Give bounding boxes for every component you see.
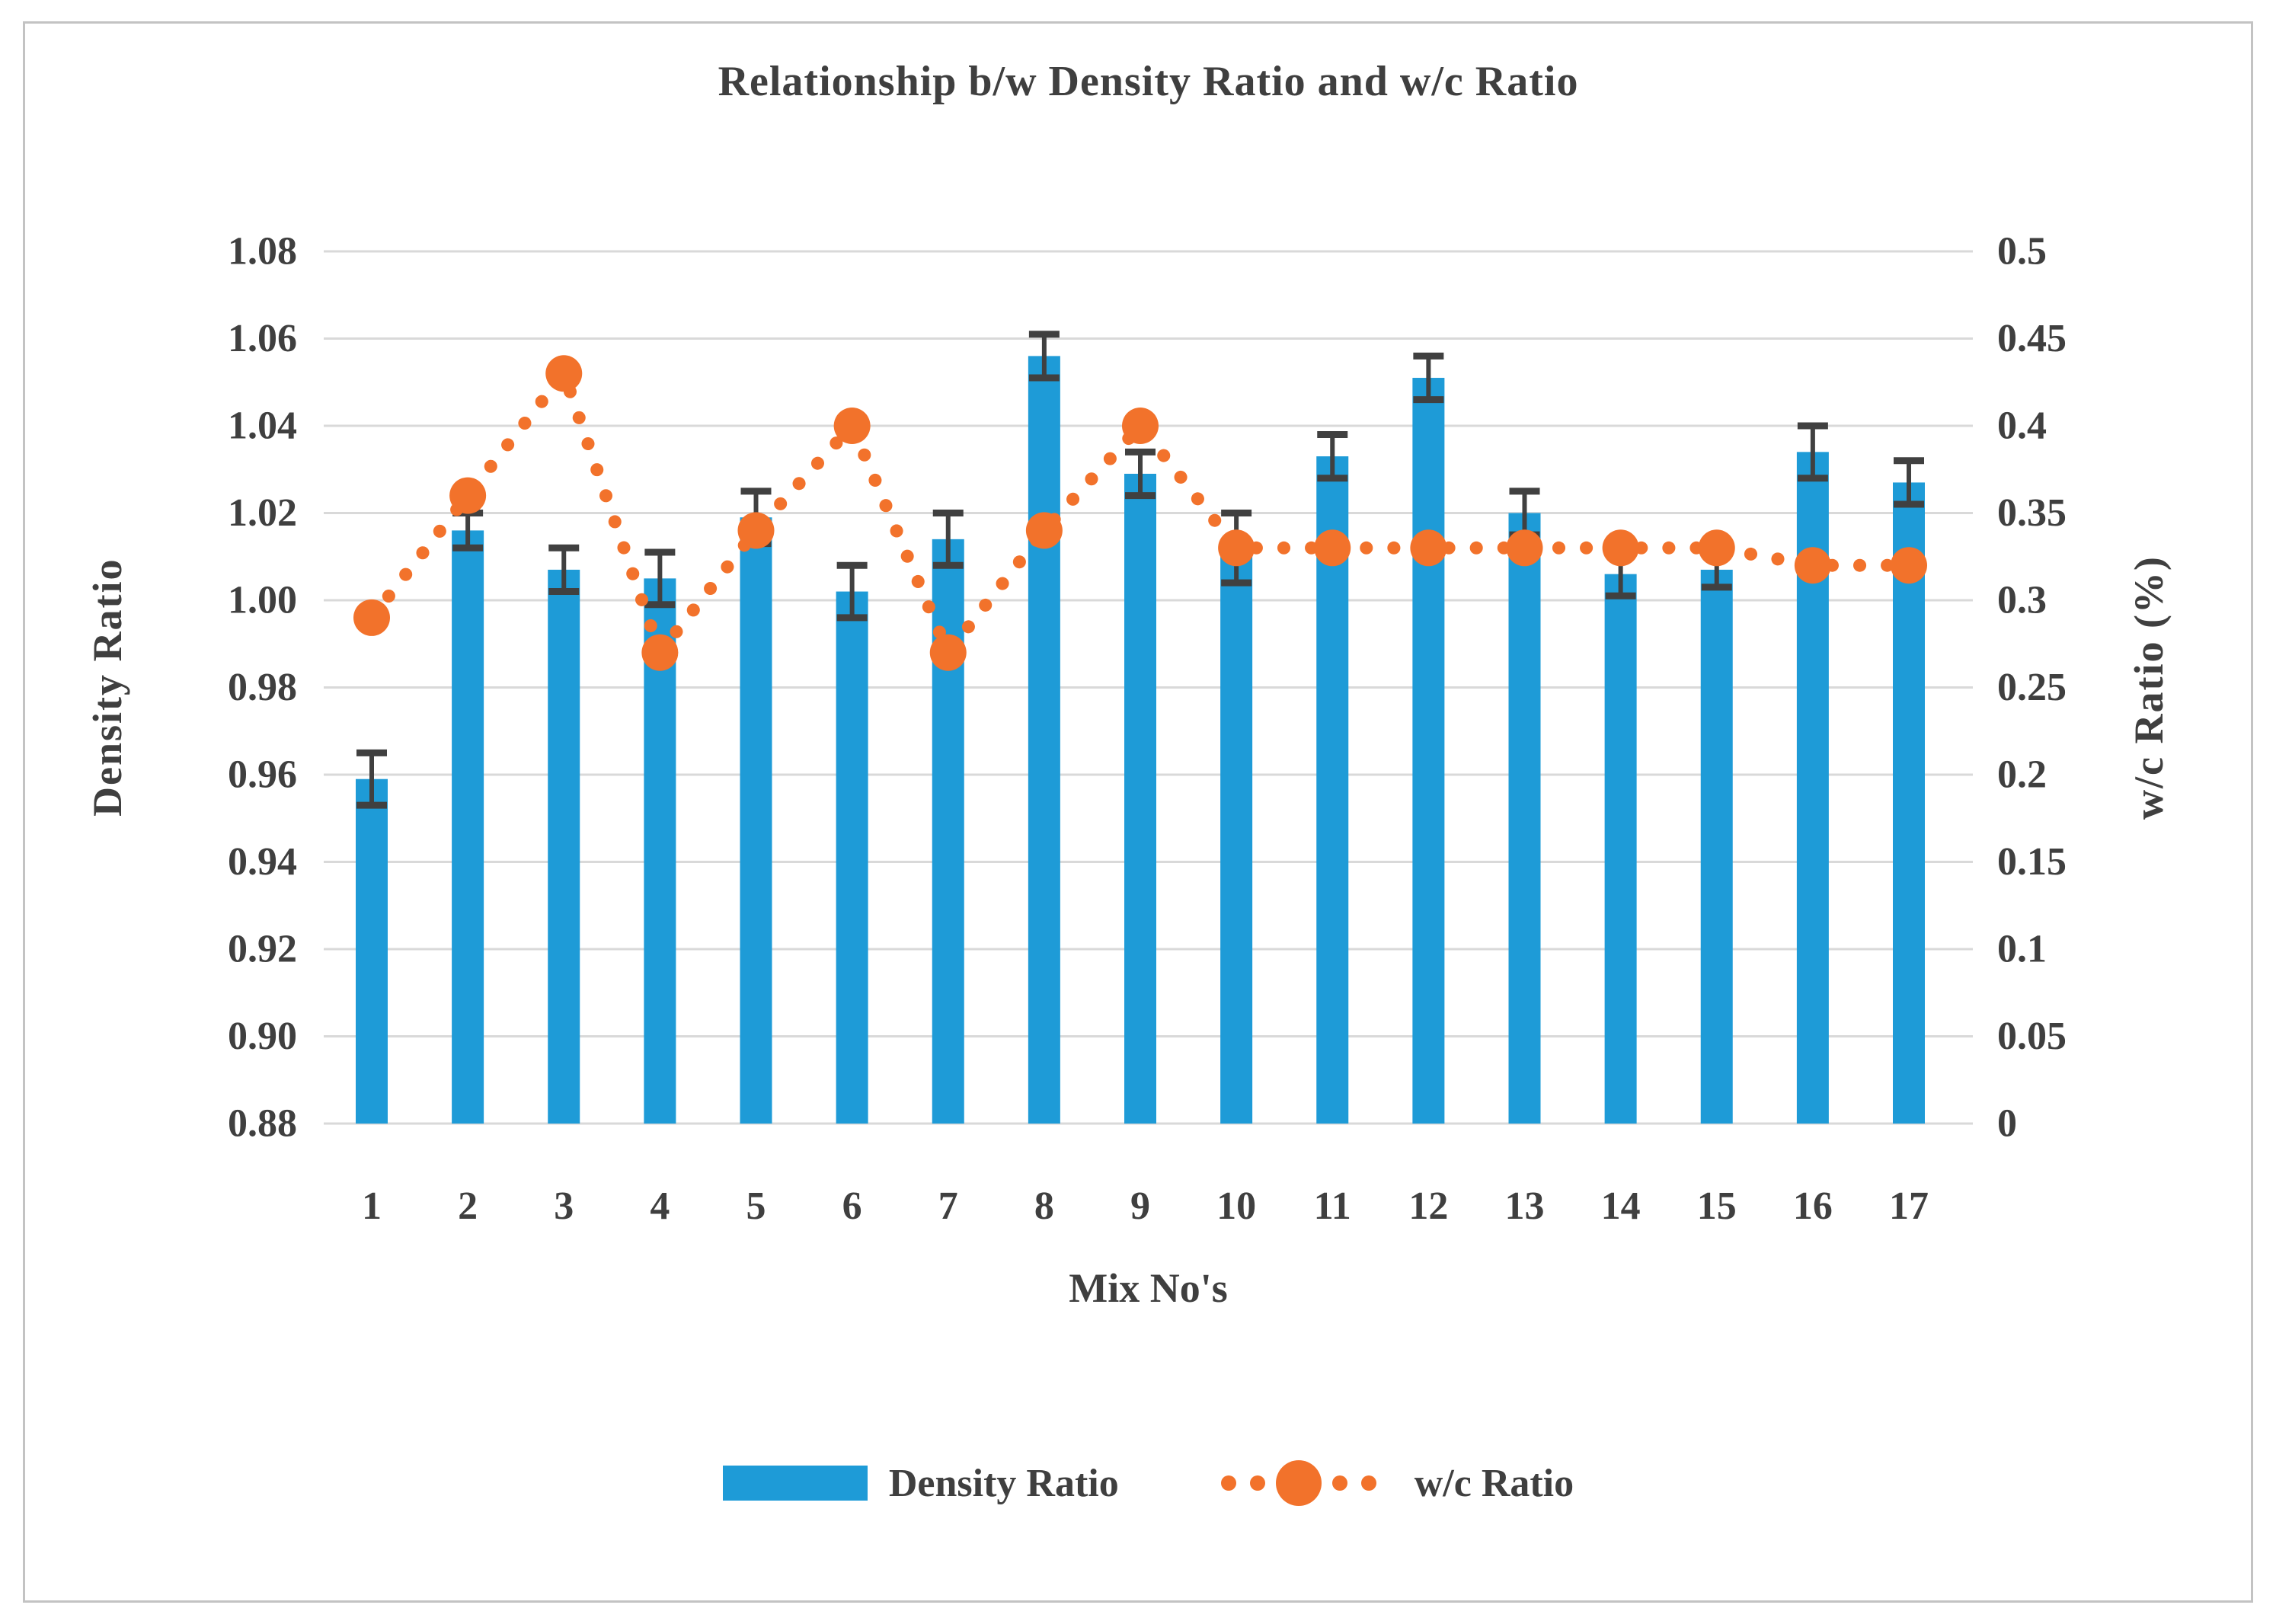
error-bar-mix-12 <box>1413 352 1444 404</box>
right-axis-tick-label: 0.35 <box>1997 491 2067 535</box>
legend-line-dot <box>1275 1460 1322 1506</box>
legend-item-density-ratio: Density Ratio <box>722 1461 1119 1506</box>
wc-point-mix-15 <box>1698 529 1735 567</box>
right-axis-tick-label: 0.2 <box>1997 753 2047 797</box>
x-axis-label-16: 16 <box>1793 1184 1833 1228</box>
left-axis-tick-label: 1.04 <box>228 404 297 448</box>
x-axis-label-14: 14 <box>1601 1184 1641 1228</box>
right-axis-tick-label: 0 <box>1997 1102 2017 1146</box>
right-axis-tick-label: 0.5 <box>1997 230 2047 273</box>
error-bar-mix-3 <box>548 544 580 596</box>
legend-line-dot <box>1249 1475 1265 1491</box>
wc-point-mix-9 <box>1122 408 1159 444</box>
wc-point-mix-5 <box>737 512 775 549</box>
bar-mix-17 <box>1893 482 1925 1124</box>
bar-mix-13 <box>1508 513 1541 1124</box>
x-axis-label-7: 7 <box>938 1184 958 1228</box>
legend-line-dot <box>1220 1475 1236 1491</box>
right-axis-title: w/c Ratio (%) <box>2126 555 2172 820</box>
x-axis-label-13: 13 <box>1505 1184 1545 1228</box>
bar-mix-1 <box>356 778 388 1124</box>
wc-point-mix-14 <box>1602 529 1639 567</box>
bar-mix-8 <box>1028 356 1060 1124</box>
error-bar-mix-9 <box>1125 448 1156 500</box>
bar-mix-14 <box>1604 574 1637 1124</box>
wc-point-mix-12 <box>1410 529 1447 567</box>
error-bar-mix-16 <box>1797 422 1828 482</box>
left-axis-tick-label: 0.94 <box>228 840 297 884</box>
x-axis-label-2: 2 <box>458 1184 478 1228</box>
right-axis-tick-label: 0.05 <box>1997 1015 2067 1058</box>
bar-mix-15 <box>1700 569 1733 1124</box>
left-axis-tick-label: 0.96 <box>228 753 297 797</box>
wc-point-mix-6 <box>833 408 871 444</box>
left-axis-tick-label: 1.02 <box>228 491 297 535</box>
error-bar-mix-17 <box>1894 457 1924 508</box>
wc-point-mix-2 <box>449 477 487 514</box>
legend-line-dot <box>1360 1475 1376 1491</box>
wc-point-mix-7 <box>929 634 967 671</box>
bar-mix-9 <box>1124 473 1156 1124</box>
bar-mix-10 <box>1220 548 1253 1124</box>
wc-point-mix-17 <box>1891 547 1927 584</box>
left-axis-tick-label: 1.06 <box>228 317 297 360</box>
bar-mix-5 <box>740 517 772 1124</box>
x-axis-label-17: 17 <box>1889 1184 1929 1228</box>
x-axis-label-10: 10 <box>1216 1184 1256 1228</box>
bar-mix-6 <box>836 591 868 1124</box>
legend-label-density-ratio: Density Ratio <box>888 1461 1119 1505</box>
wc-point-mix-10 <box>1218 529 1255 567</box>
bar-mix-11 <box>1316 456 1349 1124</box>
wc-ratio-swatch <box>1220 1460 1376 1506</box>
wc-point-mix-11 <box>1314 529 1351 567</box>
bar-mix-2 <box>452 530 484 1124</box>
x-axis-label-3: 3 <box>554 1184 574 1228</box>
right-axis-tick-label: 0.15 <box>1997 840 2067 884</box>
chart-title: Relationship b/w Density Ratio and w/c R… <box>718 58 1579 105</box>
legend: Density Ratio w/c Ratio <box>324 1459 1973 1507</box>
right-axis-tick-label: 0.25 <box>1997 666 2067 709</box>
bar-mix-12 <box>1412 378 1445 1124</box>
density-ratio-swatch <box>722 1466 868 1501</box>
bar-mix-3 <box>548 569 580 1124</box>
left-axis-title: Density Ratio <box>85 558 130 817</box>
right-axis-tick-label: 0.45 <box>1997 317 2067 360</box>
left-axis-tick-label: 0.92 <box>228 928 297 971</box>
wc-point-mix-4 <box>641 634 679 671</box>
wc-point-mix-13 <box>1506 529 1543 567</box>
left-axis-tick-label: 1.00 <box>228 579 297 622</box>
wc-point-mix-3 <box>545 355 583 392</box>
error-bar-mix-7 <box>932 510 964 569</box>
legend-line-dot <box>1331 1475 1347 1491</box>
x-axis-label-4: 4 <box>650 1184 670 1228</box>
wc-point-mix-1 <box>353 599 390 636</box>
error-bar-mix-11 <box>1317 430 1348 482</box>
x-axis-label-5: 5 <box>746 1184 766 1228</box>
x-axis-label-1: 1 <box>362 1184 382 1228</box>
left-axis-tick-label: 0.98 <box>228 666 297 709</box>
legend-item-wc-ratio: w/c Ratio <box>1218 1459 1574 1507</box>
x-axis-title: Mix No's <box>1069 1265 1228 1311</box>
legend-label-wc-ratio: w/c Ratio <box>1414 1461 1574 1505</box>
x-axis-label-12: 12 <box>1408 1184 1448 1228</box>
right-axis-tick-label: 0.1 <box>1997 928 2047 971</box>
error-bar-mix-1 <box>356 749 387 809</box>
left-axis-tick-label: 1.08 <box>228 230 297 273</box>
wc-point-mix-16 <box>1794 547 1831 584</box>
left-axis-tick-label: 0.90 <box>228 1015 297 1058</box>
x-axis-label-11: 11 <box>1314 1184 1351 1228</box>
right-axis-tick-label: 0.3 <box>1997 579 2047 622</box>
error-bar-mix-8 <box>1028 331 1060 382</box>
left-axis-tick-label: 0.88 <box>228 1102 297 1146</box>
error-bar-mix-6 <box>836 561 868 622</box>
wc-point-mix-8 <box>1025 512 1063 549</box>
x-axis-label-8: 8 <box>1034 1184 1054 1228</box>
x-axis-label-15: 15 <box>1697 1184 1737 1228</box>
x-axis-label-9: 9 <box>1130 1184 1150 1228</box>
x-axis-label-6: 6 <box>842 1184 862 1228</box>
right-axis-tick-label: 0.4 <box>1997 404 2047 448</box>
error-bar-mix-4 <box>644 548 676 609</box>
